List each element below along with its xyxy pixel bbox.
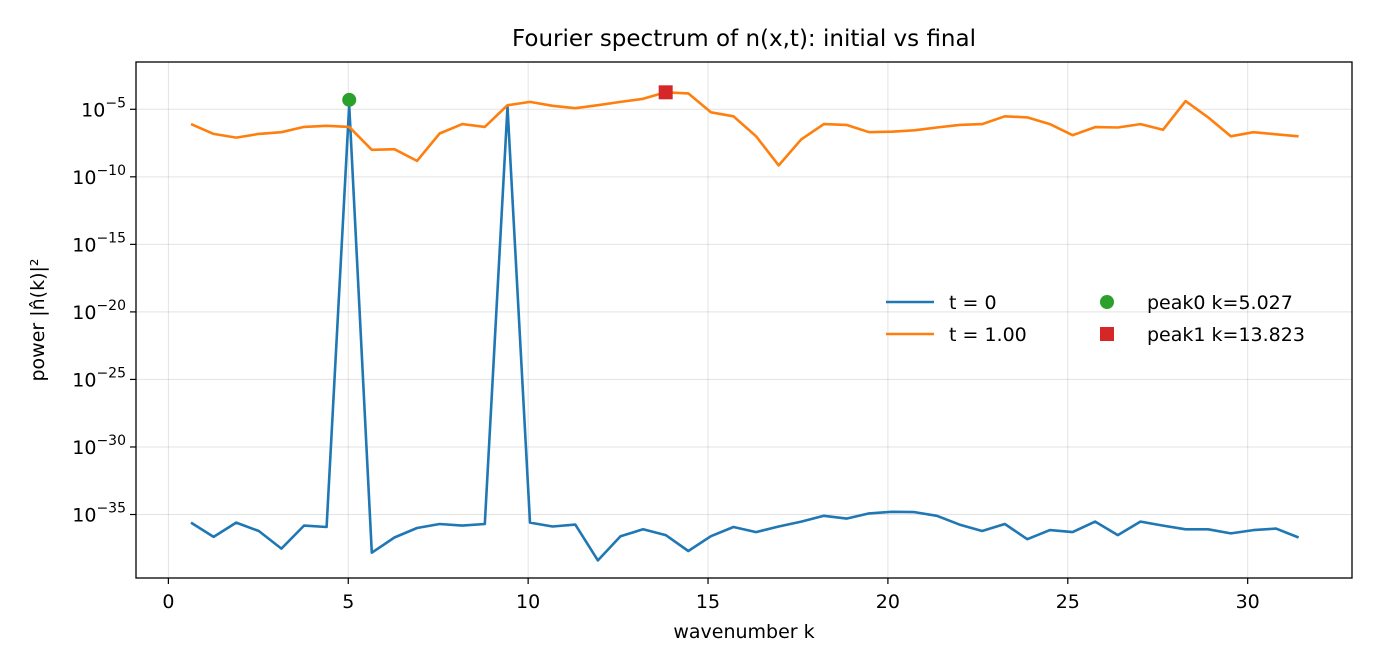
y-tick-label: 10−15 (72, 230, 126, 256)
plot-frame (135, 61, 1353, 579)
series-lines (190, 91, 1300, 562)
legend-marker-0 (1100, 295, 1114, 309)
peak-marker-1 (658, 85, 673, 100)
y-tick-label: 10−10 (72, 163, 126, 189)
y-tick-label: 10−25 (72, 365, 126, 391)
peak-marker-0 (342, 92, 357, 107)
x-tick-label: 5 (342, 591, 354, 613)
legend-marker-label-0: peak0 k=5.027 (1147, 292, 1293, 314)
legend: t = 0 t = 1.00 peak0 k=5.027 peak1 k=13.823 (886, 292, 1305, 346)
legend-label-1: t = 1.00 (949, 324, 1027, 346)
chart-title: Fourier spectrum of n(x,t): initial vs f… (512, 26, 976, 52)
axis-ticks: 0 5 10 15 20 25 30 10−35 10−30 10−25 10−20 10−15 10−… (72, 95, 1259, 613)
series-line-1 (190, 91, 1299, 167)
x-tick-label: 15 (696, 591, 720, 613)
legend-marker-label-1: peak1 k=13.823 (1147, 324, 1305, 346)
legend-label-0: t = 0 (949, 292, 997, 314)
x-tick-label: 25 (1056, 591, 1080, 613)
peak-markers (342, 85, 673, 107)
x-tick-label: 20 (876, 591, 900, 613)
x-tick-label: 0 (162, 591, 174, 613)
y-tick-label: 10−30 (72, 433, 126, 459)
y-tick-label: 10−35 (72, 501, 126, 527)
x-axis-label: wavenumber k (673, 621, 814, 643)
series-line-0 (190, 103, 1300, 562)
y-tick-label: 10−5 (81, 95, 126, 121)
legend-marker-1 (1100, 327, 1114, 341)
x-tick-label: 30 (1236, 591, 1260, 613)
y-axis-label: power |n̂(k)|² (27, 258, 49, 381)
y-tick-label: 10−20 (72, 298, 126, 324)
x-tick-label: 10 (516, 591, 540, 613)
